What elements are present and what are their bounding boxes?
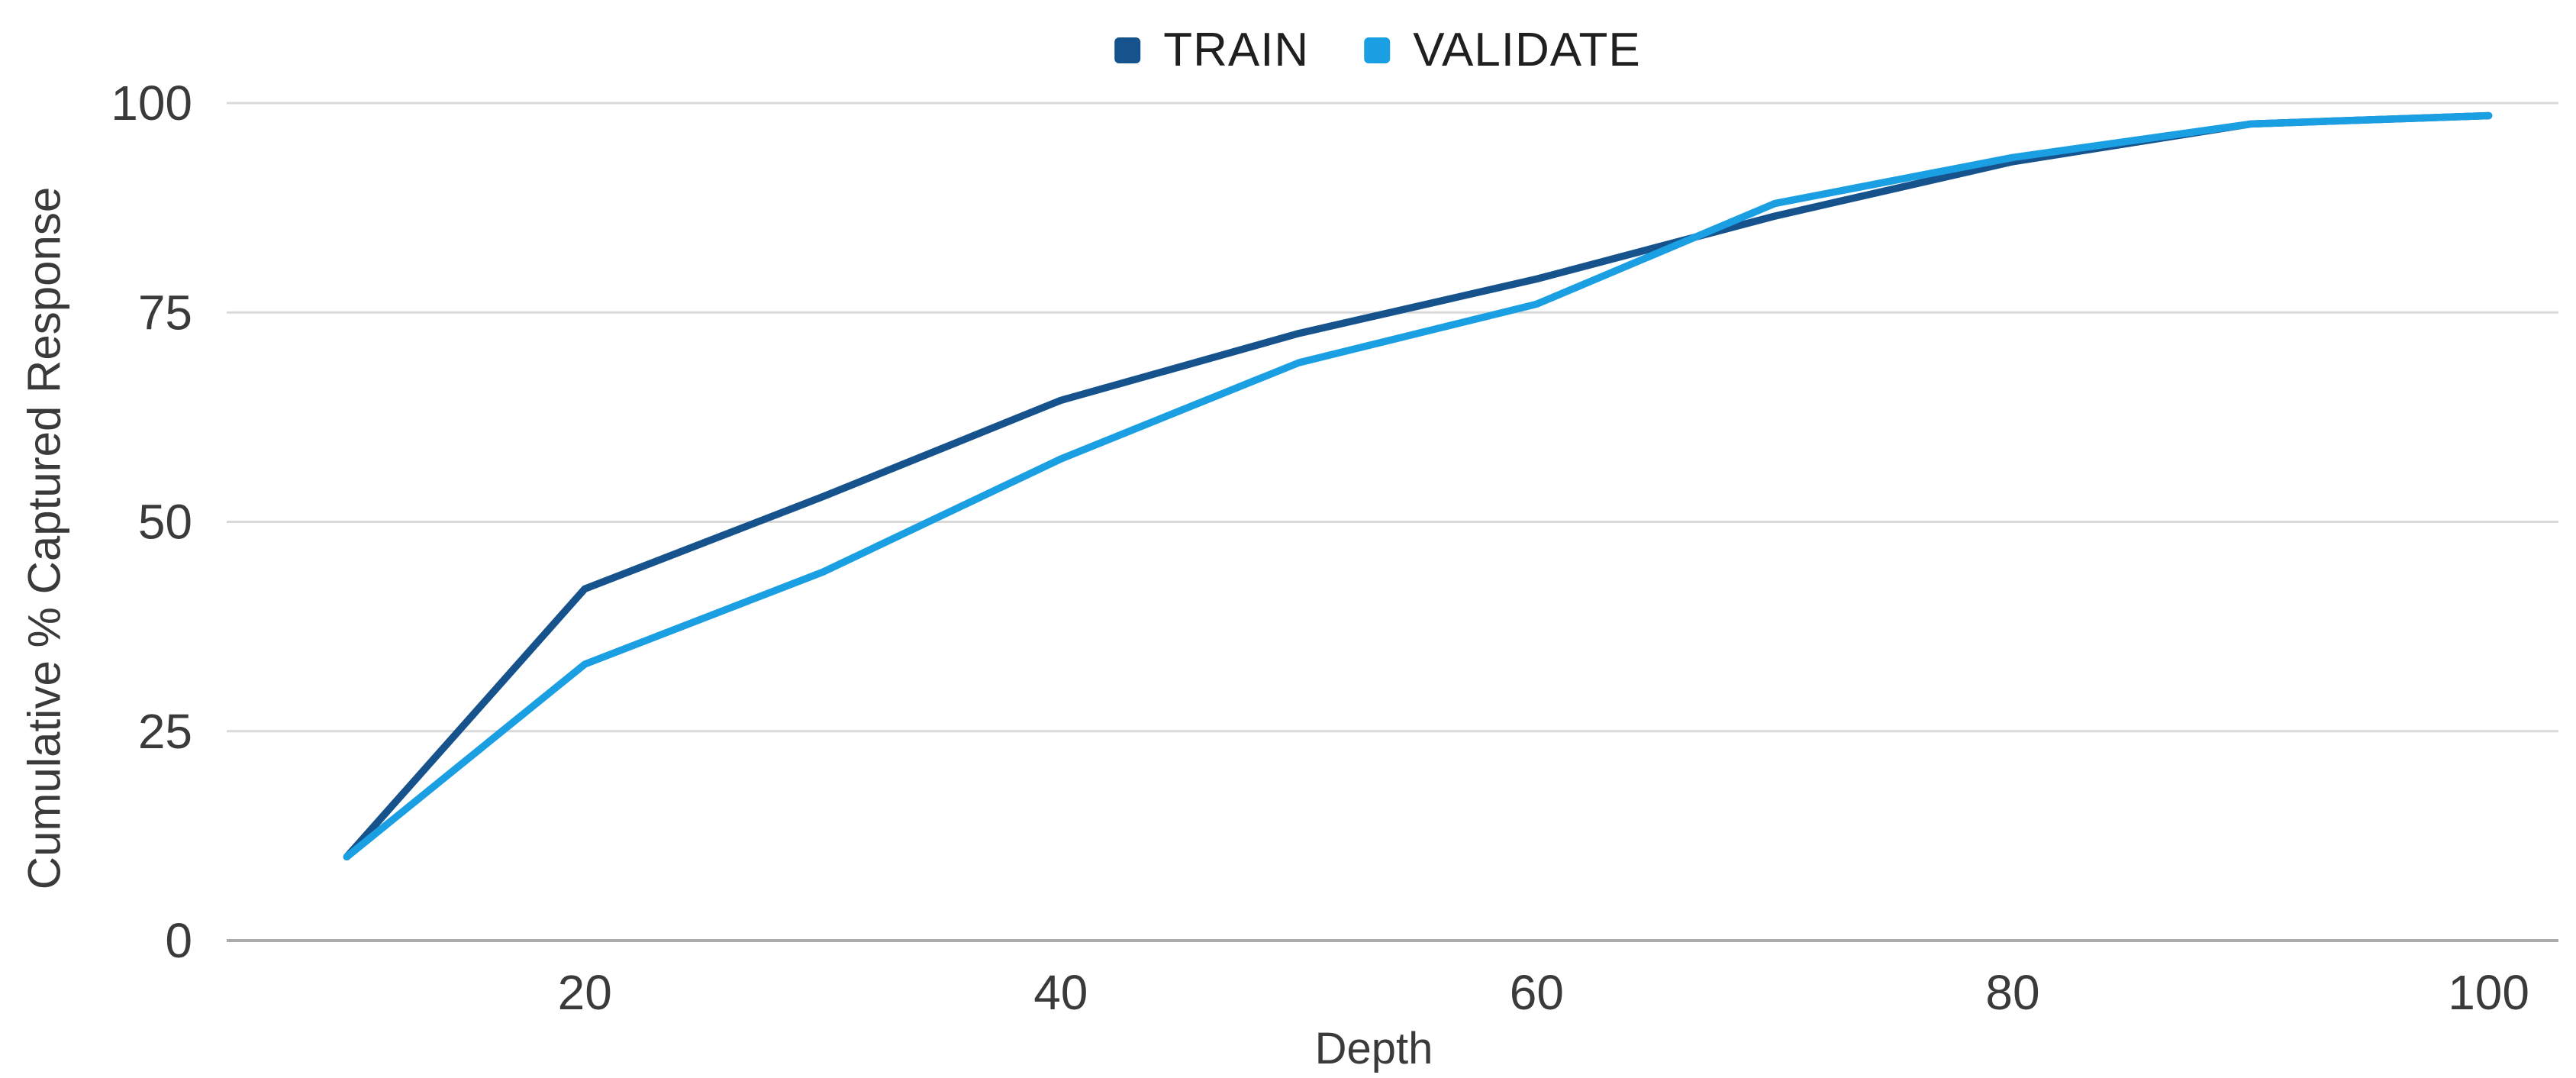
series-line-train[interactable] <box>343 111 2493 861</box>
legend-label-validate: VALIDATE <box>1413 24 1641 76</box>
x-tick-label-40: 40 <box>1033 965 1088 1020</box>
x-tick-label-60: 60 <box>1510 965 1564 1020</box>
series-line-validate[interactable] <box>343 111 2493 861</box>
legend-item-train[interactable]: TRAIN <box>1114 23 1309 77</box>
y-tick-label-100: 100 <box>111 76 192 131</box>
y-tick-label-75: 75 <box>138 285 192 340</box>
train-series-swatch-icon <box>1114 37 1141 63</box>
x-tick-label-20: 20 <box>558 965 612 1020</box>
x-tick-label-100: 100 <box>2448 965 2529 1020</box>
chart-legend: TRAIN VALIDATE <box>1114 23 1641 77</box>
legend-item-validate[interactable]: VALIDATE <box>1364 23 1641 77</box>
legend-label-train: TRAIN <box>1163 24 1310 76</box>
x-tick-label-80: 80 <box>1985 965 2039 1020</box>
validate-series-swatch-icon <box>1364 37 1391 63</box>
x-axis-title: Depth <box>1314 1024 1433 1073</box>
y-tick-label-25: 25 <box>138 704 192 759</box>
y-tick-label-50: 50 <box>138 495 192 550</box>
y-tick-label-0: 0 <box>165 913 192 968</box>
